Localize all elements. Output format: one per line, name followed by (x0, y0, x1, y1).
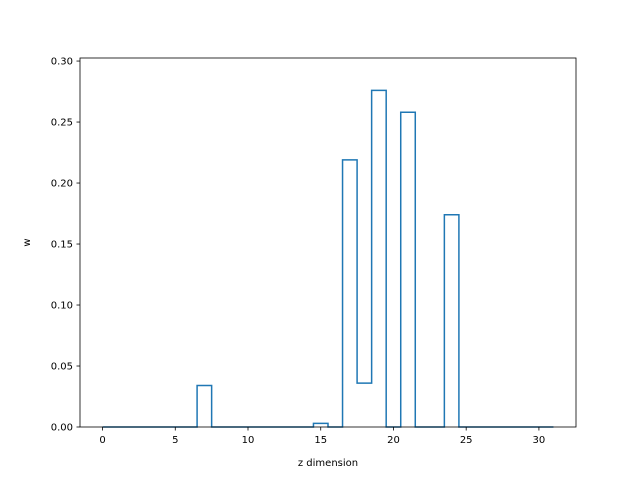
y-tick-label: 0.25 (51, 118, 73, 129)
x-tick-label: 0 (99, 435, 105, 446)
x-tick-label: 15 (314, 435, 327, 446)
x-tick-label: 10 (242, 435, 255, 446)
y-tick-label: 0.10 (51, 301, 73, 312)
y-axis-label: w (22, 238, 33, 246)
plot-frame (79, 57, 577, 428)
y-tick-label: 0.15 (51, 240, 73, 251)
x-axis-ticks: 0 5 10 15 20 25 30 (99, 427, 545, 446)
y-tick-label: 0.00 (51, 423, 73, 434)
y-axis-ticks: 0.00 0.05 0.10 0.15 0.20 0.25 0.30 (51, 57, 80, 434)
y-tick-label: 0.20 (51, 179, 73, 190)
x-tick-label: 25 (460, 435, 473, 446)
x-axis-label: z dimension (298, 458, 358, 469)
x-tick-label: 30 (533, 435, 546, 446)
x-tick-label: 20 (387, 435, 400, 446)
series-line-0 (102, 89, 554, 428)
x-tick-label: 5 (172, 435, 178, 446)
plot-marks (102, 89, 554, 428)
y-tick-label: 0.05 (51, 362, 73, 373)
y-tick-label: 0.30 (51, 57, 73, 68)
